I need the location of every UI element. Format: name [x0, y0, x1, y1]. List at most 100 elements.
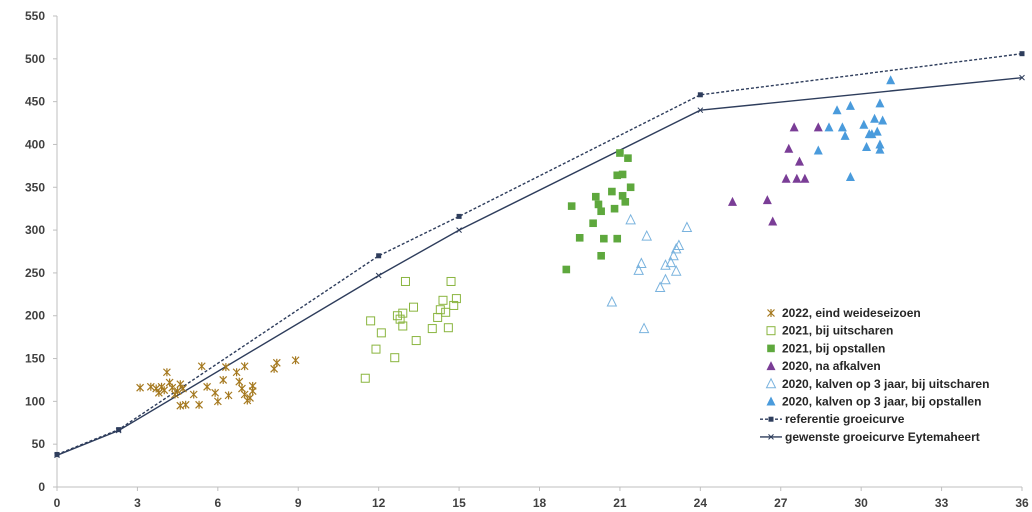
marker-shape — [762, 195, 772, 205]
marker-shape — [395, 314, 405, 324]
data-point — [845, 171, 855, 181]
marker-shape — [451, 294, 461, 304]
y-tick-label: 250 — [25, 266, 45, 280]
legend-marker — [766, 326, 776, 336]
data-point — [626, 183, 635, 192]
curve-point — [1019, 74, 1025, 81]
data-point — [213, 397, 222, 406]
marker-shape — [435, 305, 445, 315]
marker-shape — [845, 171, 855, 181]
data-point — [173, 387, 182, 396]
marker-shape — [781, 173, 791, 183]
marker-shape — [670, 242, 682, 254]
x-tick-label: 27 — [774, 496, 788, 510]
legend-marker — [766, 396, 776, 406]
marker-shape — [766, 326, 776, 336]
y-tick-label: 350 — [25, 180, 45, 194]
data-point — [673, 239, 685, 251]
marker-shape — [360, 373, 370, 383]
data-point — [291, 356, 300, 365]
data-point — [433, 312, 443, 322]
data-point — [608, 187, 616, 196]
marker-shape — [613, 234, 622, 243]
x-tick-label: 12 — [372, 496, 386, 510]
data-point — [610, 204, 619, 213]
curve-point — [115, 427, 122, 434]
marker-shape — [765, 377, 777, 389]
data-points — [136, 75, 896, 410]
data-point — [591, 192, 600, 201]
legend-item: 2020, na afkalven — [766, 359, 881, 373]
marker-shape — [641, 229, 653, 241]
data-point — [728, 196, 737, 206]
marker-shape — [392, 311, 402, 321]
marker-shape — [875, 144, 885, 154]
data-point — [616, 149, 624, 157]
marker-shape — [766, 396, 776, 406]
marker-shape — [400, 276, 410, 286]
legend-marker — [766, 361, 776, 371]
data-point — [360, 373, 370, 383]
marker-shape — [594, 200, 603, 209]
curve-point — [375, 272, 382, 279]
data-point — [832, 105, 842, 115]
marker-shape — [411, 336, 421, 346]
legend-item: 2020, kalven op 3 jaar, bij uitscharen — [765, 377, 989, 391]
data-point — [625, 213, 636, 225]
marker-shape — [795, 156, 805, 166]
legend-item: 2020, kalven op 3 jaar, bij opstallen — [766, 395, 981, 409]
data-point — [136, 383, 145, 392]
marker-shape — [625, 213, 636, 225]
curve-point — [456, 213, 462, 219]
marker-shape — [600, 234, 608, 243]
marker-shape — [446, 276, 456, 286]
legend: 2022, eind weideseizoen 2021, bij uitscha… — [760, 306, 989, 444]
data-point — [395, 314, 405, 324]
curve-point — [376, 253, 382, 259]
data-point — [589, 219, 597, 228]
marker-shape — [862, 142, 872, 152]
data-point — [221, 363, 230, 372]
curve-point — [697, 92, 703, 98]
data-point — [670, 242, 682, 254]
data-point — [654, 281, 666, 292]
data-point — [878, 115, 888, 125]
data-point — [189, 390, 198, 399]
data-point — [618, 170, 627, 179]
legend-label: referentie groeicurve — [785, 412, 905, 426]
data-point — [451, 294, 461, 304]
legend-marker — [768, 416, 774, 422]
marker-shape — [443, 323, 453, 333]
marker-shape — [54, 451, 60, 457]
marker-shape — [438, 295, 448, 305]
data-point — [660, 273, 671, 285]
marker-shape — [427, 324, 437, 334]
y-tick-label: 500 — [25, 52, 45, 66]
curve-point — [54, 452, 60, 459]
data-point — [597, 251, 605, 260]
data-point — [875, 98, 885, 108]
x-tick-label: 36 — [1015, 496, 1029, 510]
x-tick-label: 24 — [694, 496, 708, 510]
data-point — [427, 324, 437, 334]
marker-shape — [668, 249, 679, 261]
data-point — [859, 119, 869, 129]
data-point — [862, 142, 872, 152]
legend-label: 2021, bij uitscharen — [782, 324, 893, 338]
data-point — [179, 384, 187, 393]
series-line-7 — [56, 77, 1023, 456]
marker-shape — [837, 122, 847, 132]
legend-label: 2022, eind weideseizoen — [782, 306, 921, 320]
data-point — [665, 256, 677, 268]
data-point — [219, 375, 228, 384]
data-point — [272, 358, 281, 367]
data-point — [613, 234, 622, 243]
data-point — [181, 400, 190, 409]
marker-shape — [813, 145, 823, 155]
y-tick-label: 100 — [25, 394, 45, 408]
data-point — [618, 192, 627, 200]
marker-shape — [768, 216, 778, 226]
marker-shape — [633, 264, 644, 275]
data-point — [800, 173, 810, 183]
data-point — [371, 344, 381, 354]
